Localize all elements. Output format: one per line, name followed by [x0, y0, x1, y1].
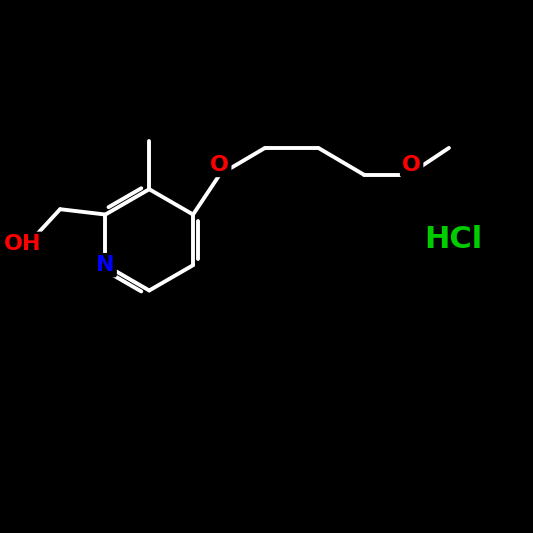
- Text: N: N: [96, 255, 115, 275]
- Text: HCl: HCl: [424, 225, 482, 254]
- Text: O: O: [210, 155, 229, 175]
- Text: OH: OH: [4, 234, 42, 254]
- Text: O: O: [402, 155, 421, 175]
